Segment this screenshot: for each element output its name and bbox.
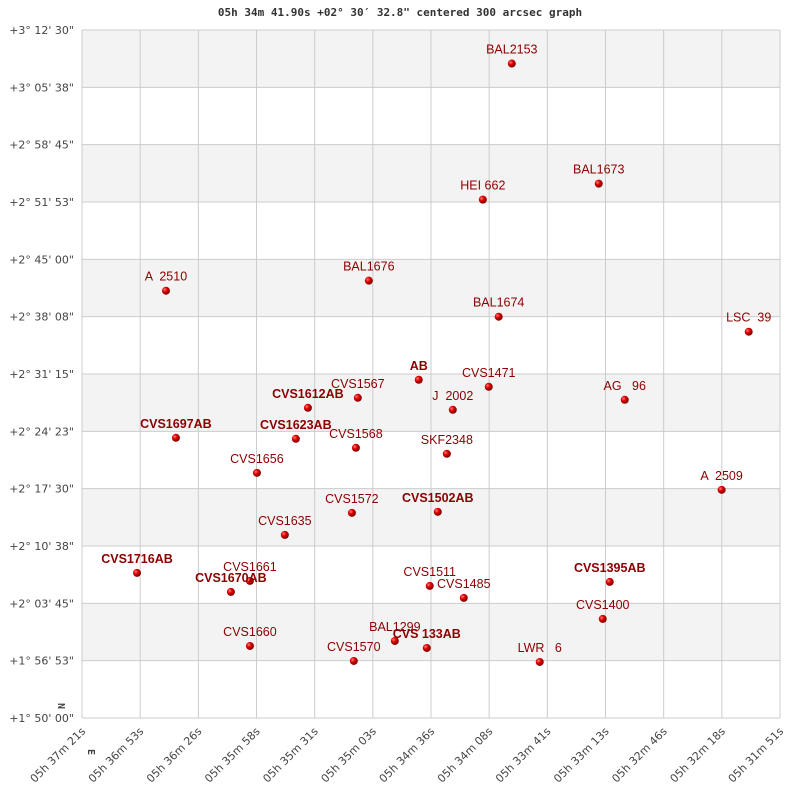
star-label: CVS 133AB: [393, 627, 461, 641]
y-tick-label: +2° 03' 45": [9, 597, 74, 610]
star-point[interactable]: [280, 530, 289, 539]
star-label: CVS1572: [325, 492, 379, 506]
star-label: LSC 39: [726, 311, 771, 325]
star-point[interactable]: [291, 434, 300, 443]
star-label: CVS1661: [223, 560, 277, 574]
star-point[interactable]: [226, 587, 235, 596]
star-label: CVS1670AB: [195, 571, 267, 585]
star-label: BAL1674: [473, 296, 524, 310]
star-point[interactable]: [132, 568, 141, 577]
star-point[interactable]: [161, 286, 170, 295]
star-point[interactable]: [349, 656, 358, 665]
star-label: A 2509: [700, 469, 742, 483]
y-tick-label: +2° 38' 08": [9, 311, 74, 324]
y-tick-label: +1° 56' 53": [9, 655, 74, 668]
x-tick-label: 05h 31m 51s: [726, 725, 787, 786]
x-tick-label: 05h 32m 46s: [609, 725, 670, 786]
star-point[interactable]: [245, 576, 254, 585]
star-label: CVS1697AB: [140, 417, 212, 431]
star-label: CVS1395AB: [574, 561, 646, 575]
star-label: BAL1673: [573, 163, 624, 177]
star-label: A 2510: [145, 270, 187, 284]
star-point[interactable]: [478, 195, 487, 204]
star-point[interactable]: [535, 657, 544, 666]
x-tick-label: 05h 34m 08s: [435, 725, 496, 786]
x-tick-label: 05h 37m 21s: [28, 725, 89, 786]
star-point[interactable]: [507, 59, 516, 68]
star-point[interactable]: [494, 312, 503, 321]
east-label: E: [85, 749, 96, 755]
star-label: CVS1656: [230, 452, 284, 466]
star-point[interactable]: [717, 485, 726, 494]
x-tick-label: 05h 35m 03s: [319, 725, 380, 786]
star-point[interactable]: [744, 327, 753, 336]
y-tick-label: +2° 51' 53": [9, 196, 74, 209]
y-tick-label: +2° 58' 45": [9, 139, 74, 152]
star-point[interactable]: [353, 393, 362, 402]
star-point[interactable]: [598, 614, 607, 623]
chart-title: 05h 34m 41.90s +02° 30′ 32.8" centered 3…: [217, 6, 583, 19]
star-point[interactable]: [442, 449, 451, 458]
star-label: HEI 662: [460, 179, 505, 193]
star-label: CVS1660: [223, 625, 277, 639]
star-point[interactable]: [171, 433, 180, 442]
star-label: AB: [410, 359, 428, 373]
star-point[interactable]: [245, 641, 254, 650]
star-point[interactable]: [303, 403, 312, 412]
y-tick-label: +2° 24' 23": [9, 425, 74, 438]
star-point[interactable]: [252, 468, 261, 477]
y-tick-label: +2° 45' 00": [9, 253, 74, 266]
star-label: SKF2348: [421, 433, 473, 447]
star-label: CVS1568: [329, 427, 383, 441]
star-point[interactable]: [351, 443, 360, 452]
x-tick-label: 05h 36m 26s: [144, 725, 205, 786]
star-label: CVS1716AB: [101, 552, 173, 566]
star-label: CVS1502AB: [402, 491, 474, 505]
star-point[interactable]: [448, 405, 457, 414]
star-label: CVS1623AB: [260, 418, 332, 432]
y-tick-label: +2° 31' 15": [9, 368, 74, 381]
star-point[interactable]: [459, 593, 468, 602]
star-label: BAL2153: [486, 43, 537, 57]
star-point[interactable]: [484, 382, 493, 391]
star-label: CVS1485: [437, 577, 491, 591]
x-tick-label: 05h 32m 18s: [668, 725, 729, 786]
star-point[interactable]: [347, 508, 356, 517]
star-label: J 2002: [432, 389, 473, 403]
star-label: AG 96: [604, 379, 646, 393]
star-label: BAL1676: [343, 260, 394, 274]
star-label: CVS1511: [403, 565, 456, 579]
star-label: CVS1471: [462, 366, 516, 380]
star-point[interactable]: [620, 395, 629, 404]
x-tick-label: 05h 36m 53s: [86, 725, 147, 786]
x-tick-label: 05h 33m 13s: [551, 725, 612, 786]
y-tick-label: +1° 50' 00": [9, 712, 74, 725]
star-label: CVS1612AB: [272, 387, 344, 401]
star-point[interactable]: [364, 276, 373, 285]
x-tick-label: 05h 35m 31s: [260, 725, 321, 786]
star-label: CVS1567: [331, 377, 385, 391]
y-tick-label: +3° 05' 38": [9, 81, 74, 94]
x-tick-label: 05h 35m 58s: [202, 725, 263, 786]
star-label: CVS1400: [576, 598, 630, 612]
star-point[interactable]: [390, 636, 399, 645]
star-label: CVS1635: [258, 514, 312, 528]
star-point[interactable]: [414, 375, 423, 384]
star-label: LWR 6: [518, 641, 562, 655]
star-point[interactable]: [433, 507, 442, 516]
star-label: BAL1299: [369, 620, 420, 634]
star-point[interactable]: [594, 179, 603, 188]
x-tick-label: 05h 34m 36s: [377, 725, 438, 786]
star-point[interactable]: [605, 577, 614, 586]
star-point[interactable]: [425, 581, 434, 590]
y-tick-label: +3° 12' 30": [9, 24, 74, 37]
star-point[interactable]: [422, 643, 431, 652]
y-tick-label: +2° 10' 38": [9, 540, 74, 553]
star-label: CVS1570: [327, 640, 381, 654]
x-tick-label: 05h 33m 41s: [493, 725, 554, 786]
y-tick-label: +2° 17' 30": [9, 483, 74, 496]
north-label: N: [55, 703, 66, 709]
